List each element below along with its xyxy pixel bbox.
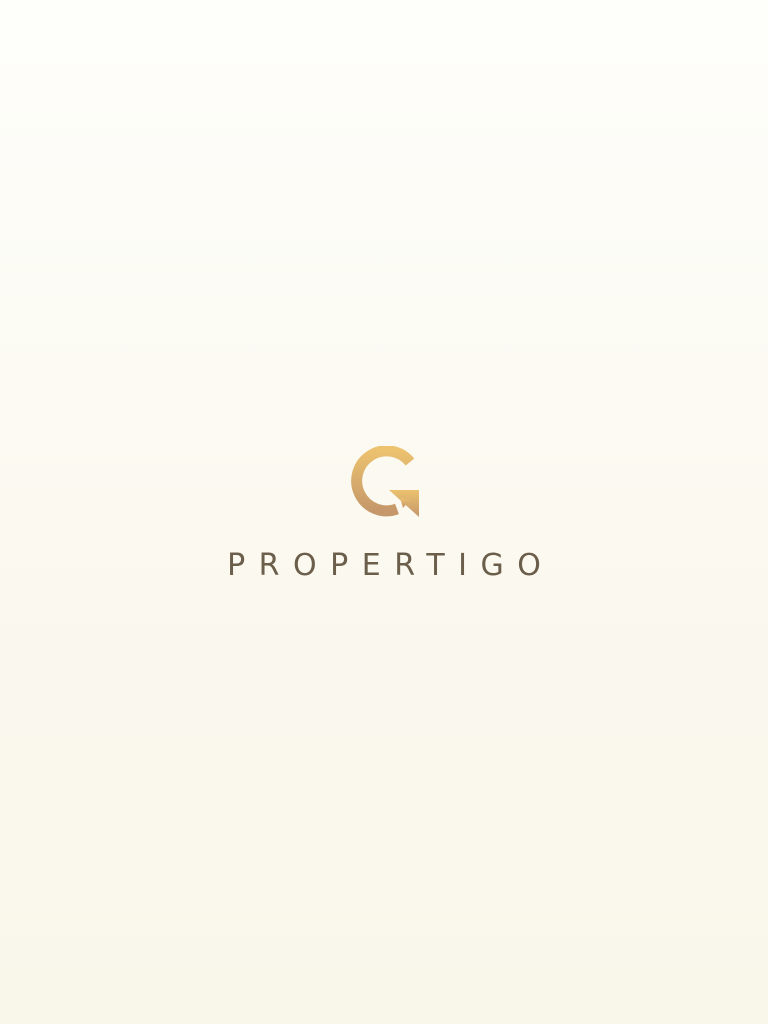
propertigo-logo-icon [348,446,422,518]
brand-wordmark: PROPERTIGO [227,548,555,583]
